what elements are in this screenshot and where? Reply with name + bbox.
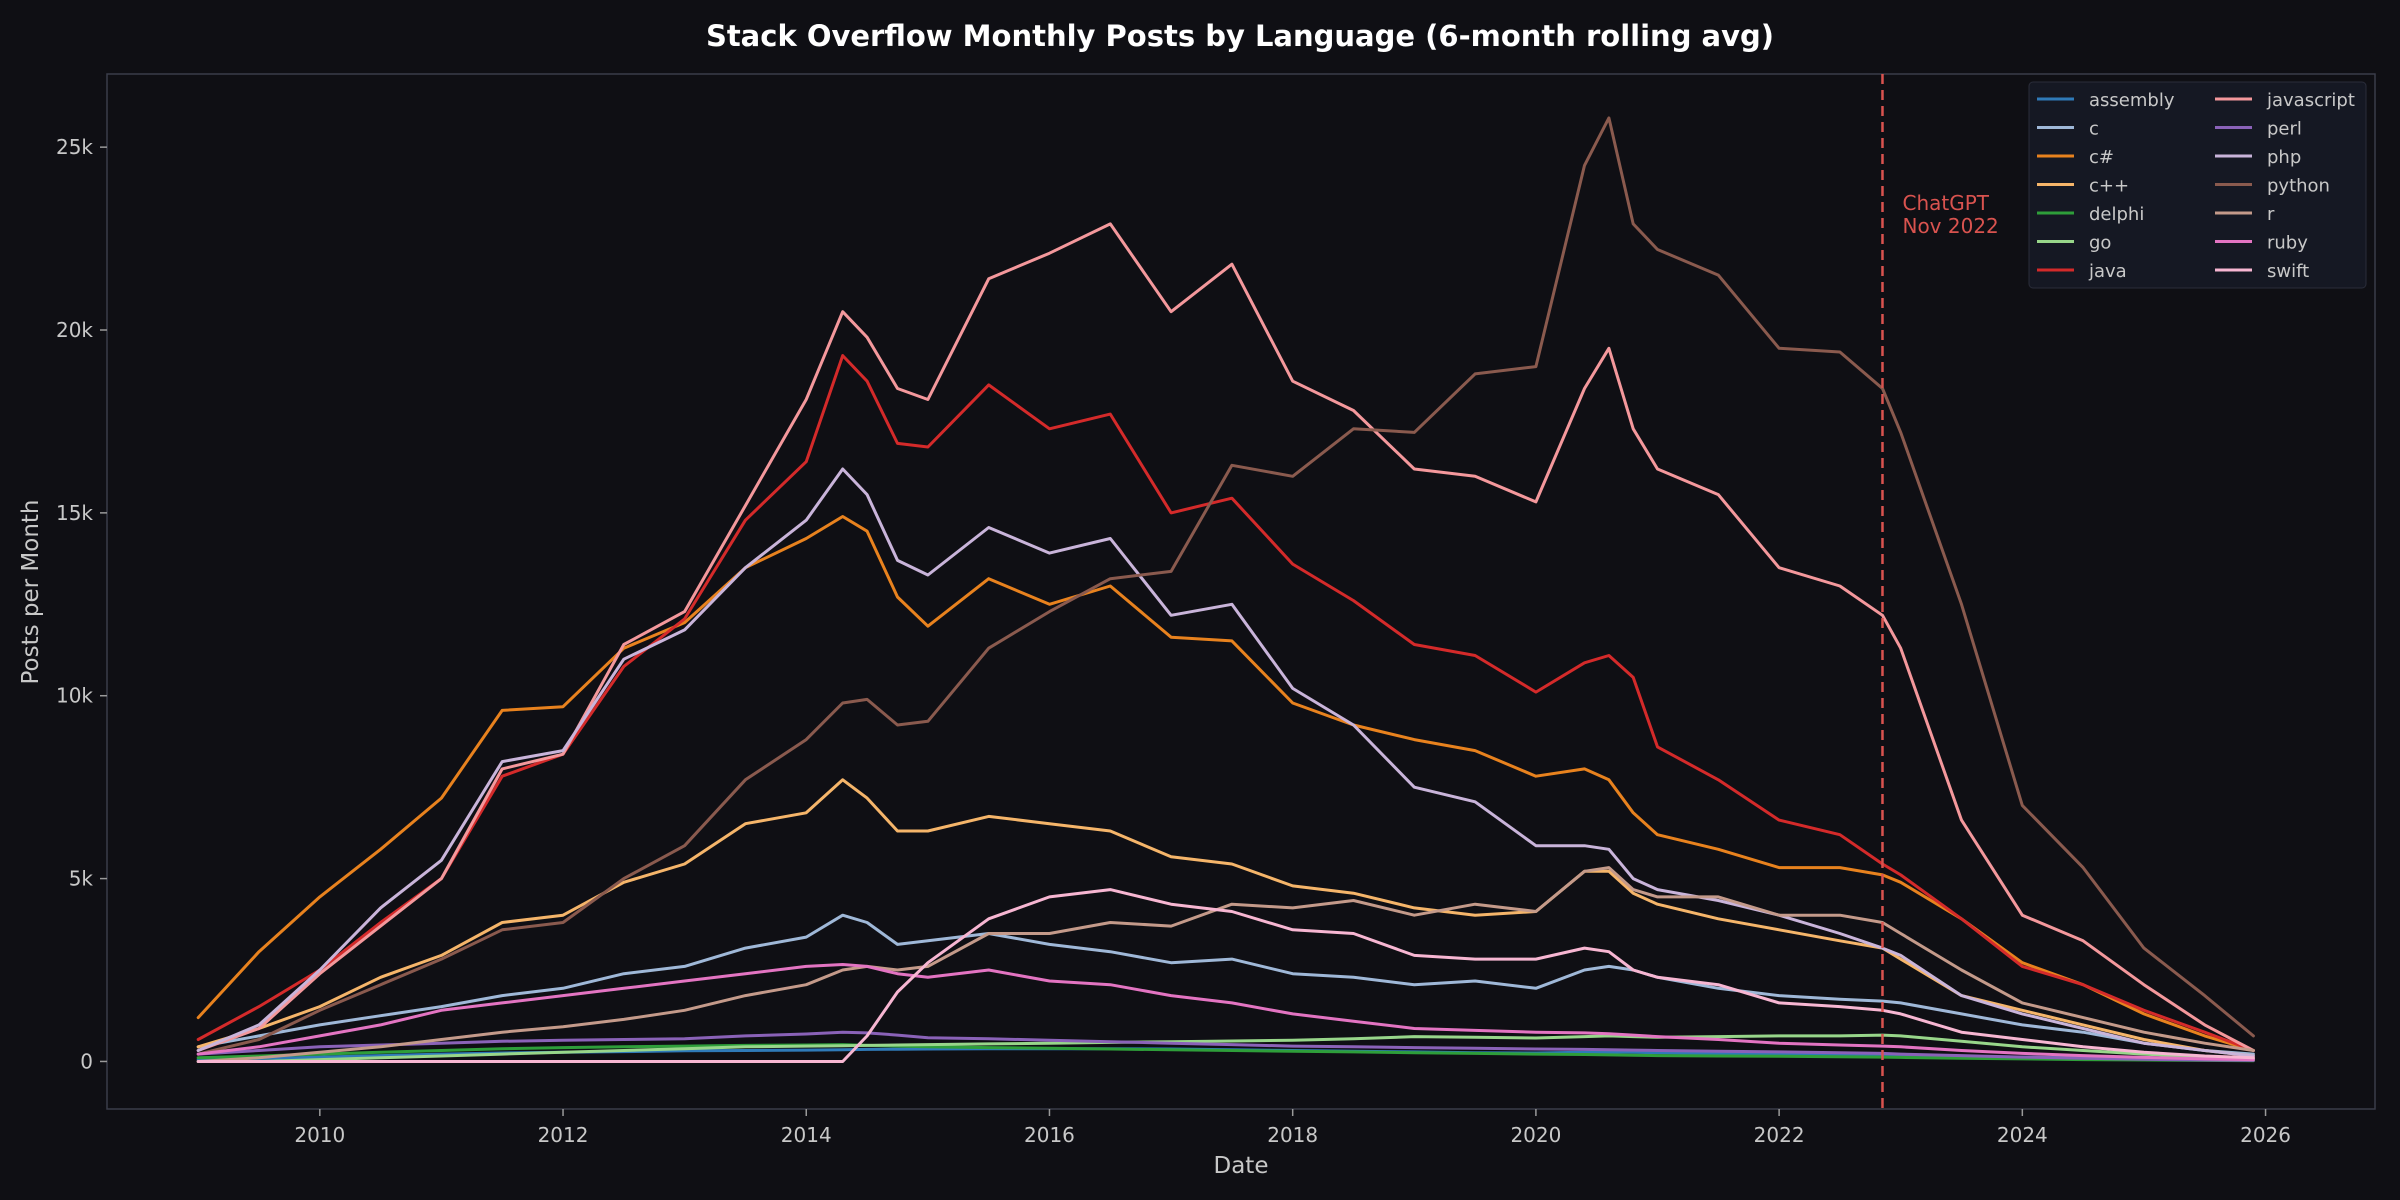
y-axis-label: Posts per Month xyxy=(18,499,44,684)
y-tick-label: 10k xyxy=(56,684,93,708)
x-tick-label: 2024 xyxy=(1997,1123,2048,1147)
series-line-c xyxy=(196,913,2255,1056)
legend: assembly c c# c++ delphi go java javascript perl… xyxy=(2028,81,2367,289)
y-tick-label: 20k xyxy=(56,318,93,342)
series-line-perl xyxy=(196,1030,2255,1062)
annotation-label-date: Nov 2022 xyxy=(1902,214,1998,238)
legend-label: go xyxy=(2089,233,2111,254)
legend-label: php xyxy=(2267,147,2301,168)
series-line-javascript xyxy=(196,222,2255,1052)
legend-label: python xyxy=(2267,176,2330,197)
y-tick-label: 0 xyxy=(80,1049,93,1073)
chart-title: Stack Overflow Monthly Posts by Language… xyxy=(706,19,1774,53)
legend-label: javascript xyxy=(2266,90,2355,111)
series-line-delphi xyxy=(196,1043,2255,1063)
legend-label: delphi xyxy=(2089,204,2144,225)
chatgpt-annotation: ChatGPT Nov 2022 xyxy=(1881,74,1999,1109)
y-tick-label: 15k xyxy=(56,501,93,525)
annotation-label-chatgpt: ChatGPT xyxy=(1902,191,1989,215)
y-axis: 0 5k 10k 15k 20k 25k xyxy=(56,135,107,1073)
series-line-swift xyxy=(196,888,2255,1063)
legend-label: c++ xyxy=(2089,176,2129,197)
x-axis-label: Date xyxy=(1214,1153,1269,1179)
series-line-java xyxy=(196,354,2255,1052)
series-line-python xyxy=(196,116,2255,1056)
x-tick-label: 2018 xyxy=(1267,1123,1318,1147)
series-line-r xyxy=(196,866,2255,1063)
legend-label: r xyxy=(2267,204,2275,225)
series-line-php xyxy=(196,467,2255,1058)
x-axis: 2010 2012 2014 2016 2018 2020 2022 2024 2026 xyxy=(294,1109,2291,1147)
series-line-go xyxy=(196,1033,2255,1063)
legend-label: perl xyxy=(2267,119,2302,140)
legend-label: java xyxy=(2088,261,2127,282)
legend-box xyxy=(2028,81,2367,289)
legend-label: ruby xyxy=(2267,233,2308,254)
x-tick-label: 2026 xyxy=(2240,1123,2291,1147)
x-tick-label: 2016 xyxy=(1024,1123,1075,1147)
legend-label: c xyxy=(2089,119,2099,140)
y-tick-label: 25k xyxy=(56,135,93,159)
legend-label: assembly xyxy=(2089,90,2175,111)
y-tick-label: 5k xyxy=(69,867,94,891)
x-tick-label: 2014 xyxy=(781,1123,832,1147)
series-lines xyxy=(196,116,2255,1063)
x-tick-label: 2010 xyxy=(294,1123,345,1147)
series-line-csharp xyxy=(196,515,2255,1052)
series-line-ruby xyxy=(196,963,2255,1062)
legend-label: swift xyxy=(2267,261,2309,282)
x-tick-label: 2012 xyxy=(538,1123,589,1147)
x-tick-label: 2022 xyxy=(1754,1123,1805,1147)
x-tick-label: 2020 xyxy=(1510,1123,1561,1147)
legend-label: c# xyxy=(2089,147,2114,168)
